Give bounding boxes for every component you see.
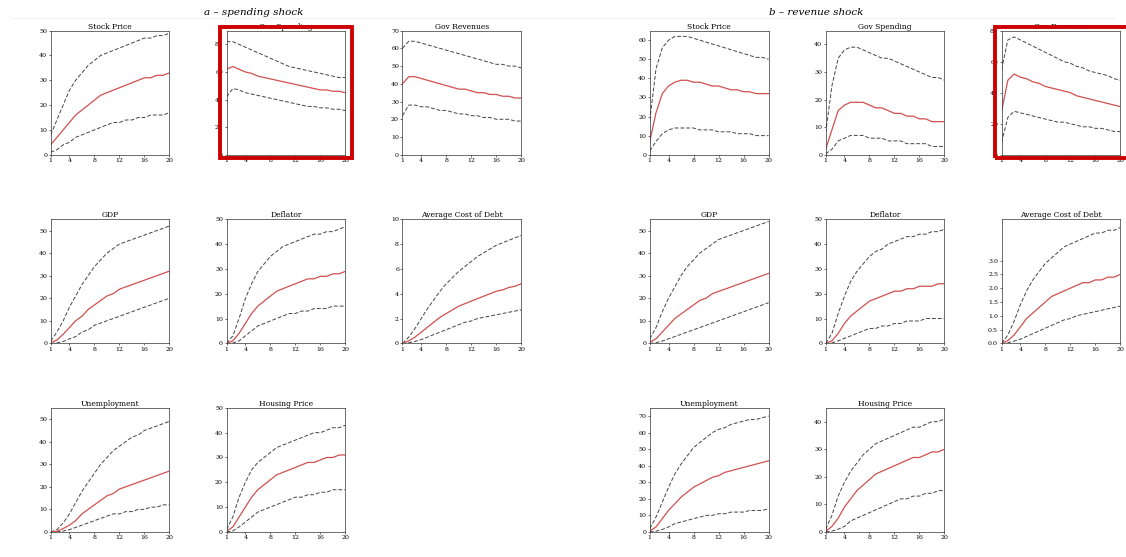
Title: Deflator: Deflator xyxy=(270,211,302,219)
Title: Housing Price: Housing Price xyxy=(858,400,912,408)
Title: Average Cost of Debt: Average Cost of Debt xyxy=(1020,211,1101,219)
Title: Unemployment: Unemployment xyxy=(680,400,739,408)
Title: Deflator: Deflator xyxy=(869,211,901,219)
Text: b – revenue shock: b – revenue shock xyxy=(769,8,864,17)
Title: Gov Spending: Gov Spending xyxy=(858,22,912,31)
Title: Gov Spending: Gov Spending xyxy=(259,22,313,31)
Title: GDP: GDP xyxy=(101,211,118,219)
Title: Gov Revenues: Gov Revenues xyxy=(1034,22,1088,31)
Title: Stock Price: Stock Price xyxy=(88,22,132,31)
Title: Average Cost of Debt: Average Cost of Debt xyxy=(421,211,502,219)
Title: Gov Revenues: Gov Revenues xyxy=(435,22,489,31)
Title: Unemployment: Unemployment xyxy=(81,400,140,408)
Title: Housing Price: Housing Price xyxy=(259,400,313,408)
Text: a – spending shock: a – spending shock xyxy=(204,8,303,17)
Title: GDP: GDP xyxy=(700,211,717,219)
Title: Stock Price: Stock Price xyxy=(687,22,731,31)
